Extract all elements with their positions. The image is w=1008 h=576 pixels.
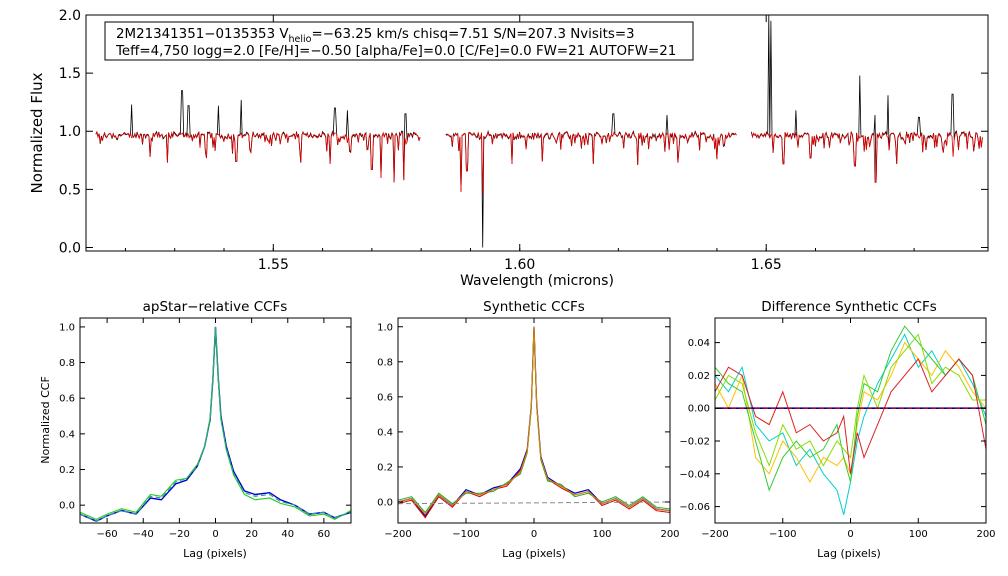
synthetic-ccf-series-synth-green	[397, 326, 671, 514]
synthetic-ccf-series-synth-blue	[397, 326, 671, 518]
info-box-line1-prefix: 2M21341351−0135353 V	[116, 27, 289, 42]
apstar-ccf-xtick-label: 20	[245, 529, 258, 540]
difference-ccf-series-diff-green	[714, 325, 987, 492]
spectrum-ytick-label: 0.5	[59, 182, 81, 198]
synthetic-ccf-xlabel: Lag (pixels)	[502, 547, 566, 560]
spectrum-xtick-label: 1.55	[258, 257, 289, 273]
spectrum-ytick-label: 2.0	[59, 8, 81, 24]
difference-ccf-xtick-label: 100	[909, 529, 928, 540]
spectrum-observed-chip-3	[751, 14, 983, 183]
difference-ccf-xtick-label: −200	[701, 529, 728, 540]
difference-ccf-xtick-label: 0	[847, 529, 853, 540]
spectrum-xlabel: Wavelength (microns)	[460, 273, 614, 289]
difference-ccf-ytick-label: −0.04	[679, 469, 710, 480]
synthetic-ccf-series-synth-baseline-dashed	[397, 501, 671, 505]
difference-ccf-ytick-label: 0.00	[688, 404, 710, 415]
difference-ccf-ytick-label: 0.02	[688, 371, 710, 382]
spectrum-plot-area	[95, 14, 983, 248]
synthetic-ccf-axes-frame	[397, 317, 671, 524]
synthetic-ccf-ytick-label: 1.0	[377, 322, 393, 333]
synthetic-ccf-ytick-label: 0.0	[377, 497, 393, 508]
spectrum-xtick-label: 1.65	[751, 257, 782, 273]
apstar-ccf-ytick-label: 0.6	[59, 394, 75, 405]
synthetic-ccf-series-synth-orange	[397, 326, 671, 516]
synthetic-ccf-xtick-label: 0	[531, 529, 537, 540]
apstar-ccf-xtick-label: −40	[133, 529, 154, 540]
spectrum-ylabel: Normalized Flux	[28, 72, 46, 193]
apstar-ccf-ytick-label: 0.2	[59, 465, 75, 476]
apstar-ccf-panel: apStar−relative CCFs −60 −40 −20 0 20 40 60 0.0…	[39, 299, 352, 560]
spectrum-model-chip-3	[751, 131, 983, 183]
difference-ccf-axes-frame	[714, 317, 987, 524]
difference-ccf-title: Difference Synthetic CCFs	[761, 299, 937, 315]
spectrum-ytick-label: 1.0	[59, 124, 81, 140]
info-box-line1: 2M21341351−0135353 Vhelio=−63.25 km/s ch…	[116, 27, 635, 45]
synthetic-ccf-ytick-label: 0.2	[377, 462, 393, 473]
apstar-ccf-ylabel: Normalized CCF	[39, 376, 52, 464]
difference-ccf-panel: Difference Synthetic CCFs −200 −100 0 100 20…	[679, 299, 995, 560]
synthetic-ccf-ytick-label: 0.8	[377, 357, 393, 368]
difference-ccf-xtick-label: −100	[769, 529, 796, 540]
apstar-ccf-ytick-label: 1.0	[59, 322, 75, 333]
spectrum-model-chip-1	[95, 131, 421, 183]
difference-ccf-ticks: −200 −100 0 100 200 −0.06 −0.04 −0.02 0.00 0.02 0.…	[679, 318, 996, 540]
info-box-line2: Teff=4,750 logg=2.0 [Fe/H]=−0.50 [alpha/…	[115, 44, 676, 59]
difference-ccf-series-diff-red	[714, 358, 987, 474]
synthetic-ccf-ytick-label: 0.4	[377, 427, 393, 438]
apstar-ccf-xtick-label: 0	[212, 529, 218, 540]
apstar-ccf-ytick-label: 0.8	[59, 358, 75, 369]
difference-ccf-ytick-label: 0.04	[688, 338, 710, 349]
apstar-ccf-axes-frame	[79, 317, 352, 524]
spectrum-ytick-label: 1.5	[59, 66, 81, 82]
apstar-ccf-ticks: −60 −40 −20 0 20 40 60 0.0 0.2 0.4 0.6 0.8 1.0	[59, 318, 351, 540]
apstar-ccf-ytick-label: 0.0	[59, 501, 75, 512]
spectrum-axes-frame	[85, 14, 989, 252]
apstar-ccf-series-visit-blue	[79, 326, 352, 522]
apstar-ccf-title: apStar−relative CCFs	[143, 299, 288, 315]
synthetic-ccf-series-synth-red	[397, 326, 671, 519]
apstar-ccf-series-visit-teal-dashed	[79, 326, 352, 522]
apstar-ccf-xtick-label: −60	[97, 529, 118, 540]
synthetic-ccf-xtick-label: 200	[660, 529, 679, 540]
synthetic-ccf-ytick-label: 0.6	[377, 392, 393, 403]
apstar-ccf-xtick-label: 40	[281, 529, 294, 540]
synthetic-ccf-ticks: −200 −100 0 100 200 0.0 0.2 0.4 0.6 0.8 1.0	[377, 318, 680, 540]
difference-ccf-series-diff-orange	[714, 341, 987, 484]
apstar-ccf-xlabel: Lag (pixels)	[183, 547, 247, 560]
apstar-ccf-xtick-label: 60	[318, 529, 331, 540]
spectrum-info-box: 2M21341351−0135353 Vhelio=−63.25 km/s ch…	[104, 21, 694, 61]
difference-ccf-plot-area	[714, 325, 987, 515]
apstar-ccf-xtick-label: −20	[169, 529, 190, 540]
difference-ccf-xtick-label: 200	[976, 529, 995, 540]
apstar-ccf-plot-area	[79, 326, 352, 522]
info-box-line1-suffix: =−63.25 km/s chisq=7.51 S/N=207.3 Nvisit…	[311, 27, 634, 42]
difference-ccf-ytick-label: −0.02	[679, 437, 710, 448]
difference-ccf-ytick-label: −0.06	[679, 502, 710, 513]
synthetic-ccf-panel: Synthetic CCFs −200 −100 0 100 200 0.0 0.2 0.4 0…	[377, 299, 679, 560]
spectrum-ytick-label: 0.0	[59, 240, 81, 256]
difference-ccf-series-diff-cyan	[714, 333, 987, 515]
spectrum-model-chip-2	[445, 131, 737, 196]
spectrum-xtick-label: 1.60	[504, 257, 535, 273]
apstar-ccf-ytick-label: 0.4	[59, 429, 75, 440]
synthetic-ccf-xtick-label: −100	[452, 529, 479, 540]
spectrum-panel: 1.55 1.60 1.65 0.0 0.5 1.0 1.5 2.0 Wavelength (…	[28, 8, 989, 289]
info-box-line1-subscript: helio	[289, 34, 312, 45]
difference-ccf-xlabel: Lag (pixels)	[817, 547, 881, 560]
synthetic-ccf-xtick-label: −200	[384, 529, 411, 540]
synthetic-ccf-xtick-label: 100	[592, 529, 611, 540]
synthetic-ccf-title: Synthetic CCFs	[483, 299, 585, 315]
apstar-ccf-series-visit-green	[79, 326, 352, 521]
synthetic-ccf-plot-area	[397, 326, 671, 519]
spectrum-ticks: 1.55 1.60 1.65 0.0 0.5 1.0 1.5 2.0	[59, 8, 988, 273]
difference-ccf-series-diff-lime	[714, 333, 986, 468]
